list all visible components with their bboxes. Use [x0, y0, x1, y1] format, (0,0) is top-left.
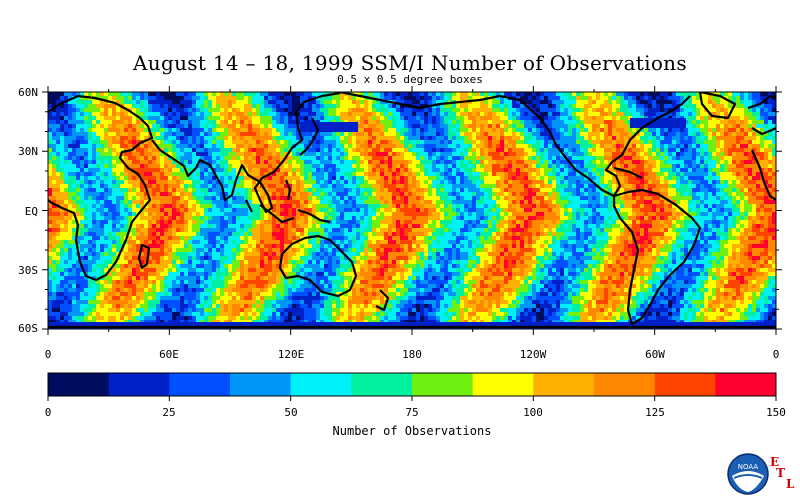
- lat-label-30s: 30S: [18, 264, 38, 277]
- colorbar-swatch: [290, 373, 352, 396]
- heatmap-field: [48, 92, 776, 329]
- map-subtitle: 0.5 x 0.5 degree boxes: [337, 73, 483, 86]
- lon-label-0-end: 0: [772, 348, 780, 361]
- colorbar-swatch: [48, 373, 110, 396]
- colorbar-swatch: [715, 373, 777, 396]
- lon-label-120e: 120E: [277, 348, 305, 361]
- etl-letter-l: L: [786, 477, 795, 491]
- colorbar-tick-50: 50: [284, 406, 298, 419]
- colorbar: [47, 372, 777, 401]
- colorbar-swatch: [351, 373, 413, 396]
- noaa-logo-text: NOAA: [738, 463, 759, 471]
- map-title: August 14 – 18, 1999 SSM/I Number of Obs…: [133, 51, 687, 75]
- colorbar-tick-125: 125: [645, 406, 665, 419]
- lon-label-0: 0: [44, 348, 52, 361]
- colorbar-swatch: [169, 373, 231, 396]
- colorbar-swatch: [533, 373, 595, 396]
- colorbar-swatch: [108, 373, 170, 396]
- colorbar-title: Number of Observations: [332, 424, 492, 438]
- colorbar-swatch: [594, 373, 656, 396]
- colorbar-swatch: [472, 373, 534, 396]
- lon-label-180: 180: [402, 348, 422, 361]
- colorbar-swatch: [654, 373, 716, 396]
- lat-label-eq: EQ: [24, 205, 38, 218]
- colorbar-tick-75: 75: [405, 406, 419, 419]
- lon-label-120w: 120W: [519, 348, 547, 361]
- lat-label-60n: 60N: [18, 86, 38, 99]
- noaa-logo: NOAA: [727, 453, 769, 495]
- lon-label-60e: 60E: [159, 348, 179, 361]
- etl-letter-e: E: [770, 455, 780, 469]
- colorbar-swatch: [412, 373, 474, 396]
- lat-label-30n: 30N: [18, 145, 38, 158]
- colorbar-tick-100: 100: [523, 406, 543, 419]
- colorbar-swatch: [230, 373, 292, 396]
- lat-label-60s: 60S: [18, 322, 38, 335]
- colorbar-tick-150: 150: [766, 406, 786, 419]
- colorbar-tick-25: 25: [162, 406, 176, 419]
- coastlines: [48, 92, 776, 329]
- axis-ticks: [42, 86, 782, 335]
- lon-label-60w: 60W: [645, 348, 665, 361]
- etl-letter-t: T: [776, 466, 785, 480]
- colorbar-tick-0: 0: [44, 406, 52, 419]
